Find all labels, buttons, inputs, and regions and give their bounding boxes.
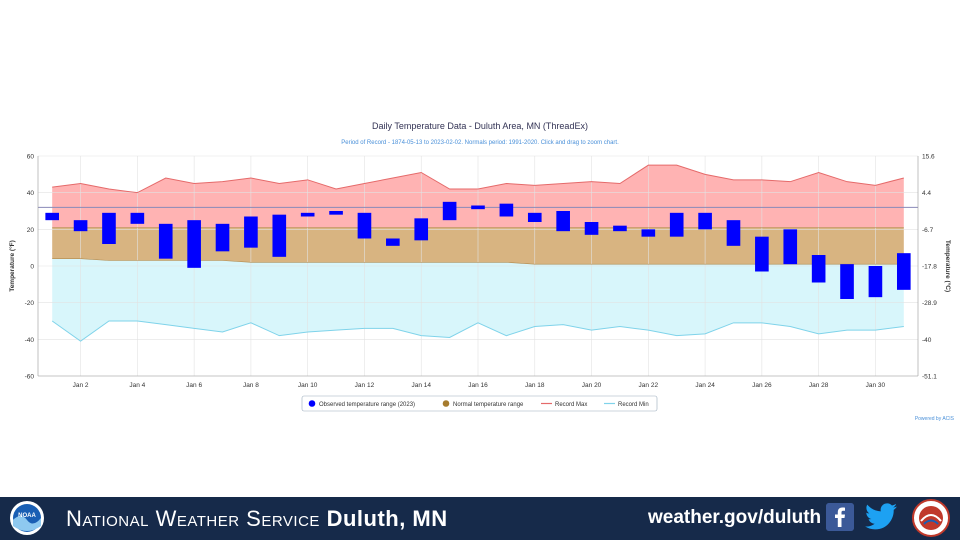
observed-bar[interactable]: [187, 220, 201, 268]
legend-label: Normal temperature range: [453, 402, 524, 408]
footer-org-caps: National Weather Service: [66, 506, 320, 531]
y-tick-label-right: 4.4: [922, 190, 931, 197]
footer-bar: NOAA National Weather Service Duluth, MN…: [0, 497, 960, 540]
footer-org-bold: Duluth, MN: [326, 506, 448, 531]
facebook-icon[interactable]: [826, 503, 854, 531]
temperature-chart[interactable]: Daily Temperature Data - Duluth Area, MN…: [0, 110, 960, 430]
observed-bar[interactable]: [272, 214, 287, 257]
noaa-logo-icon: NOAA: [10, 501, 44, 535]
observed-bar[interactable]: [244, 216, 258, 248]
observed-bar[interactable]: [641, 229, 656, 237]
observed-bar[interactable]: [414, 218, 429, 241]
observed-bar[interactable]: [499, 203, 514, 217]
observed-bar[interactable]: [896, 253, 911, 290]
observed-bar[interactable]: [868, 266, 883, 298]
observed-bar[interactable]: [584, 222, 599, 235]
y-tick-label-left: 60: [27, 154, 35, 161]
record-max-line[interactable]: [52, 164, 904, 194]
x-tick-label: Jan 26: [752, 382, 772, 389]
chart-svg[interactable]: Daily Temperature Data - Duluth Area, MN…: [0, 110, 960, 430]
observed-bar[interactable]: [811, 255, 826, 283]
legend-label: Record Max: [555, 402, 587, 408]
x-tick-label: Jan 24: [695, 382, 715, 389]
observed-bar[interactable]: [669, 212, 684, 237]
y-tick-label-right: -17.8: [922, 264, 937, 271]
y-tick-label-left: 0: [30, 264, 34, 271]
legend-marker[interactable]: [308, 400, 316, 407]
x-tick-label: Jan 16: [468, 382, 488, 389]
x-tick-label: Jan 14: [411, 382, 431, 389]
footer-org-name: National Weather Service Duluth, MN: [66, 506, 448, 532]
legend-label: Record Min: [618, 402, 649, 408]
x-tick-label: Jan 28: [809, 382, 829, 389]
footer-url[interactable]: weather.gov/duluth: [648, 507, 822, 528]
observed-bar[interactable]: [357, 212, 372, 239]
x-tick-label: Jan 6: [186, 382, 202, 389]
x-tick-label: Jan 4: [129, 382, 145, 389]
observed-bar[interactable]: [386, 238, 400, 246]
y-tick-label-left: 40: [27, 190, 35, 197]
observed-bar[interactable]: [215, 223, 230, 252]
x-tick-label: Jan 8: [243, 382, 259, 389]
observed-bar[interactable]: [783, 229, 798, 265]
record-min-line[interactable]: [51, 320, 904, 342]
nws-logo-icon: [912, 499, 950, 537]
y-tick-label-right: 15.6: [922, 154, 935, 161]
x-tick-label: Jan 2: [73, 382, 89, 389]
legend-marker[interactable]: [442, 400, 450, 407]
x-tick-label: Jan 30: [866, 382, 886, 389]
y-axis-title-right: Temperature (°C): [944, 240, 952, 292]
observed-bar[interactable]: [613, 225, 627, 232]
y-tick-label-left: -40: [25, 337, 35, 344]
chart-title: Daily Temperature Data - Duluth Area, MN…: [372, 121, 588, 131]
twitter-icon[interactable]: [864, 502, 898, 532]
observed-bar[interactable]: [556, 211, 570, 232]
x-tick-label: Jan 18: [525, 382, 545, 389]
y-tick-label-right: -40: [922, 337, 932, 344]
chart-subtitle: Period of Record - 1874-05-13 to 2023-02…: [341, 140, 619, 146]
observed-bar[interactable]: [527, 212, 542, 222]
observed-bar[interactable]: [840, 264, 854, 299]
chart-credit: Powered by ACIS: [915, 416, 955, 422]
observed-bar[interactable]: [45, 212, 60, 221]
y-tick-label-left: 20: [27, 227, 35, 234]
x-tick-label: Jan 22: [639, 382, 659, 389]
x-tick-label: Jan 12: [355, 382, 375, 389]
y-tick-label-right: -51.1: [922, 374, 937, 381]
observed-bar[interactable]: [300, 212, 315, 217]
y-tick-label-right: -6.7: [922, 227, 934, 234]
observed-bar[interactable]: [130, 212, 145, 224]
x-tick-label: Jan 10: [298, 382, 318, 389]
legend-box: [301, 395, 658, 412]
observed-bar[interactable]: [471, 205, 485, 210]
legend-label: Observed temperature range (2023): [319, 402, 415, 408]
observed-bar[interactable]: [698, 212, 712, 230]
observed-bar[interactable]: [158, 223, 173, 259]
observed-bar[interactable]: [73, 220, 88, 232]
observed-bar[interactable]: [755, 236, 769, 272]
y-tick-label-left: -60: [25, 374, 35, 381]
y-axis-title-left: Temperature (°F): [8, 240, 16, 292]
observed-bar[interactable]: [329, 211, 343, 215]
x-tick-label: Jan 20: [582, 382, 602, 389]
y-tick-label-left: -20: [25, 300, 35, 307]
svg-text:NOAA: NOAA: [18, 513, 36, 519]
observed-bar[interactable]: [102, 212, 116, 244]
y-tick-label-right: -28.9: [922, 300, 937, 307]
observed-bar[interactable]: [726, 220, 741, 246]
observed-bar[interactable]: [442, 201, 457, 221]
